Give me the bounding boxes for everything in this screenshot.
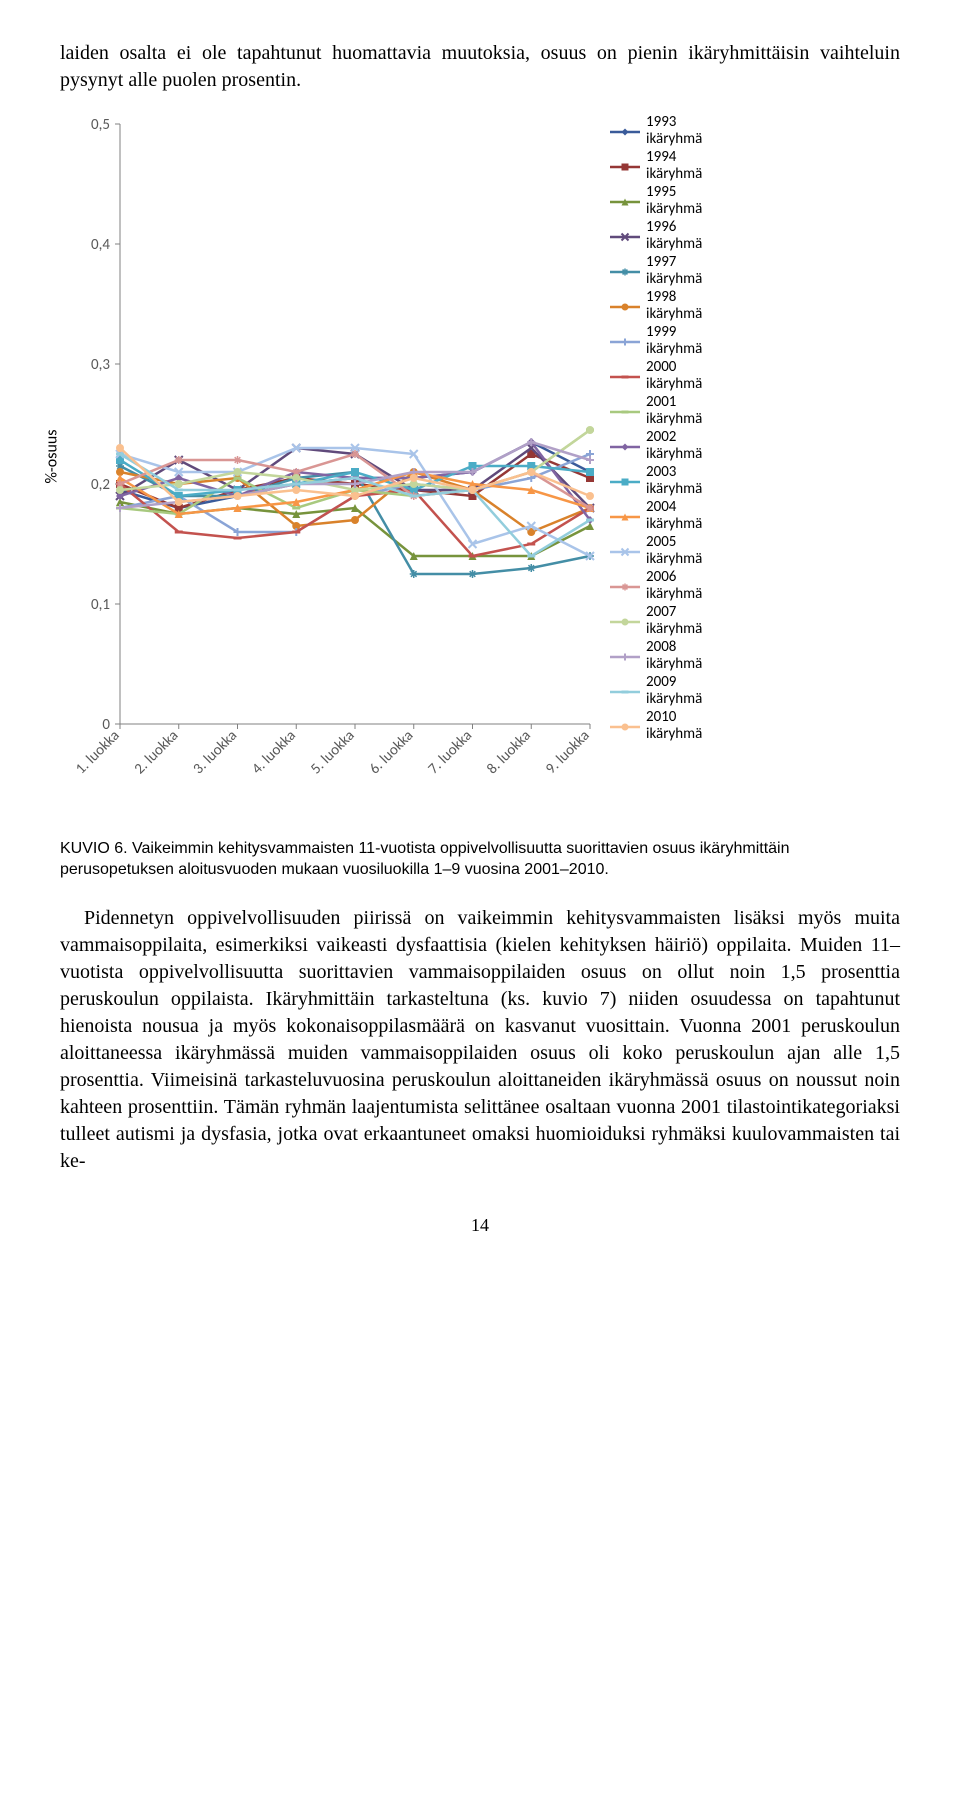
- legend-label: 2005ikäryhmä: [646, 534, 702, 567]
- figure-caption: KUVIO 6. Vaikeimmin kehitysvammaisten 11…: [60, 839, 900, 881]
- svg-text:0,5: 0,5: [91, 116, 110, 134]
- legend-swatch: [610, 686, 640, 696]
- legend-label: 2009ikäryhmä: [646, 674, 702, 707]
- svg-text:6. luokka: 6. luokka: [366, 727, 417, 778]
- legend-swatch: [610, 651, 640, 661]
- legend-label: 1996ikäryhmä: [646, 219, 702, 252]
- legend-item: 2004ikäryhmä: [610, 499, 702, 532]
- y-axis-title: %-osuus: [43, 429, 62, 483]
- svg-text:7. luokka: 7. luokka: [425, 727, 476, 778]
- legend-swatch: [610, 511, 640, 521]
- body-paragraph: Pidennetyn oppivelvollisuuden piirissä o…: [60, 905, 900, 1175]
- legend-item: 1997ikäryhmä: [610, 254, 702, 287]
- chart-svg: 00,10,20,30,40,51. luokka2. luokka3. luo…: [60, 114, 600, 814]
- intro-paragraph: laiden osalta ei ole tapahtunut huomatta…: [60, 40, 900, 94]
- legend-label: 1999ikäryhmä: [646, 324, 702, 357]
- legend-swatch: [610, 266, 640, 276]
- legend-swatch: [610, 336, 640, 346]
- page-number: 14: [60, 1215, 900, 1236]
- legend-swatch: [610, 581, 640, 591]
- legend-swatch: [610, 231, 640, 241]
- legend-swatch: [610, 196, 640, 206]
- legend-label: 2004ikäryhmä: [646, 499, 702, 532]
- legend-item: 1994ikäryhmä: [610, 149, 702, 182]
- svg-text:0,4: 0,4: [91, 236, 110, 254]
- legend-swatch: [610, 126, 640, 136]
- legend-swatch: [610, 476, 640, 486]
- svg-text:0,1: 0,1: [91, 596, 110, 614]
- legend-item: 2007ikäryhmä: [610, 604, 702, 637]
- legend-item: 1999ikäryhmä: [610, 324, 702, 357]
- legend-swatch: [610, 301, 640, 311]
- caption-body: Vaikeimmin kehitysvammaisten 11-vuotista…: [60, 840, 790, 878]
- legend-label: 2000ikäryhmä: [646, 359, 702, 392]
- legend-label: 2001ikäryhmä: [646, 394, 702, 427]
- svg-text:4. luokka: 4. luokka: [248, 727, 299, 778]
- svg-text:2. luokka: 2. luokka: [131, 727, 182, 778]
- legend-label: 2007ikäryhmä: [646, 604, 702, 637]
- legend-swatch: [610, 616, 640, 626]
- legend-label: 2010ikäryhmä: [646, 709, 702, 742]
- legend-item: 2006ikäryhmä: [610, 569, 702, 602]
- legend-label: 2002ikäryhmä: [646, 429, 702, 462]
- svg-text:9. luokka: 9. luokka: [542, 727, 593, 778]
- legend-swatch: [610, 406, 640, 416]
- svg-text:1. luokka: 1. luokka: [72, 727, 123, 778]
- chart-container: %-osuus 00,10,20,30,40,51. luokka2. luok…: [60, 114, 900, 819]
- legend-item: 1993ikäryhmä: [610, 114, 702, 147]
- svg-text:0,2: 0,2: [91, 476, 110, 494]
- legend-label: 1993ikäryhmä: [646, 114, 702, 147]
- legend-swatch: [610, 441, 640, 451]
- svg-text:5. luokka: 5. luokka: [307, 727, 358, 778]
- legend-item: 2009ikäryhmä: [610, 674, 702, 707]
- legend-label: 1995ikäryhmä: [646, 184, 702, 217]
- legend-label: 1998ikäryhmä: [646, 289, 702, 322]
- legend-item: 1998ikäryhmä: [610, 289, 702, 322]
- legend-item: 2003ikäryhmä: [610, 464, 702, 497]
- legend-label: 2006ikäryhmä: [646, 569, 702, 602]
- legend-swatch: [610, 371, 640, 381]
- legend-swatch: [610, 546, 640, 556]
- legend-label: 1994ikäryhmä: [646, 149, 702, 182]
- legend-item: 2008ikäryhmä: [610, 639, 702, 672]
- legend-item: 2005ikäryhmä: [610, 534, 702, 567]
- svg-text:3. luokka: 3. luokka: [190, 727, 241, 778]
- legend-item: 2002ikäryhmä: [610, 429, 702, 462]
- legend-label: 2008ikäryhmä: [646, 639, 702, 672]
- legend-label: 1997ikäryhmä: [646, 254, 702, 287]
- chart-plot: %-osuus 00,10,20,30,40,51. luokka2. luok…: [60, 114, 600, 819]
- svg-text:8. luokka: 8. luokka: [483, 727, 534, 778]
- legend-item: 2010ikäryhmä: [610, 709, 702, 742]
- svg-text:0,3: 0,3: [91, 356, 110, 374]
- chart-legend: 1993ikäryhmä1994ikäryhmä1995ikäryhmä1996…: [610, 114, 702, 744]
- legend-swatch: [610, 161, 640, 171]
- legend-item: 2001ikäryhmä: [610, 394, 702, 427]
- legend-item: 1996ikäryhmä: [610, 219, 702, 252]
- caption-head: KUVIO 6.: [60, 840, 128, 857]
- legend-item: 1995ikäryhmä: [610, 184, 702, 217]
- legend-swatch: [610, 721, 640, 731]
- legend-label: 2003ikäryhmä: [646, 464, 702, 497]
- legend-item: 2000ikäryhmä: [610, 359, 702, 392]
